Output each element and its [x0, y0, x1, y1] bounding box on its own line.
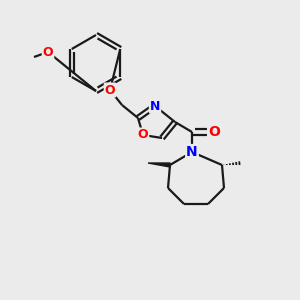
- Polygon shape: [148, 163, 170, 167]
- Text: N: N: [150, 100, 160, 112]
- Text: O: O: [43, 46, 53, 59]
- Text: N: N: [186, 145, 198, 159]
- Text: O: O: [208, 125, 220, 139]
- Text: O: O: [138, 128, 148, 142]
- Text: O: O: [105, 83, 115, 97]
